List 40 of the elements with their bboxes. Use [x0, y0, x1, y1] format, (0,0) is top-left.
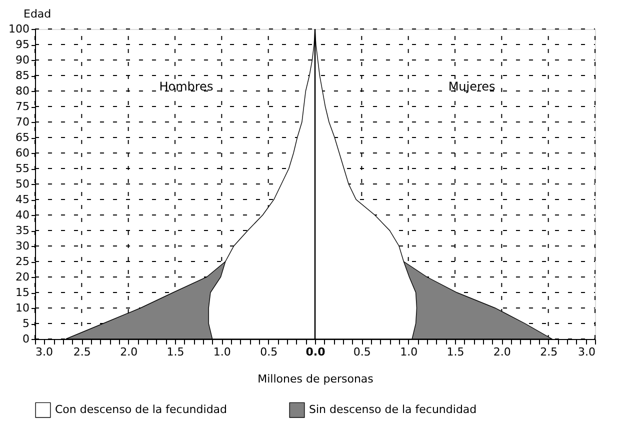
- x-tick-label: 2.0: [493, 346, 511, 358]
- y-tick-label: 80: [16, 84, 30, 98]
- y-tick-label: 90: [16, 54, 30, 66]
- y-tick-label: 50: [16, 178, 30, 190]
- annotation: Hombres: [159, 79, 214, 94]
- legend-label: Con descenso de la fecundidad: [55, 403, 228, 416]
- y-tick-label: 55: [16, 162, 30, 175]
- x-tick-label: 2.5: [73, 346, 91, 358]
- x-axis-title: Millones de personas: [258, 372, 374, 386]
- x-tick-label: 2.0: [120, 346, 138, 358]
- y-tick-label: 65: [16, 131, 30, 144]
- y-tick-label: 20: [16, 270, 30, 284]
- y-tick-label: 100: [8, 22, 30, 36]
- x-tick-label: 3.0: [578, 346, 596, 358]
- x-tick-label: 0.5: [353, 346, 371, 358]
- y-tick-label: 95: [16, 38, 30, 51]
- y-tick-label: 5: [22, 317, 30, 330]
- y-tick-label: 40: [16, 208, 30, 222]
- y-tick-label: 60: [16, 146, 30, 160]
- y-tick-label: 10: [16, 302, 30, 314]
- x-tick-label: 2.5: [540, 346, 558, 358]
- x-tick-label: 1.5: [166, 346, 184, 358]
- legend-label: Sin descenso de la fecundidad: [309, 403, 477, 416]
- x-tick-label: 1.0: [400, 346, 418, 358]
- x-tick-label: 1.0: [213, 346, 231, 358]
- x-tick-label: 0.5: [260, 346, 278, 358]
- y-tick-label: 85: [16, 69, 30, 82]
- y-axis-title: Edad: [24, 8, 52, 20]
- y-tick-label: 45: [16, 193, 30, 206]
- y-tick-label: 25: [16, 255, 30, 268]
- y-tick-label: 75: [16, 100, 30, 113]
- x-tick-label: 3.0: [36, 346, 53, 358]
- y-tick-label: 0: [22, 332, 30, 346]
- x-tick-label: 1.5: [446, 346, 464, 358]
- annotation: Mujeres: [448, 79, 496, 94]
- y-tick-label: 15: [16, 286, 30, 299]
- y-tick-label: 30: [16, 240, 30, 252]
- y-tick-label: 35: [16, 224, 30, 237]
- y-tick-label: 70: [16, 116, 30, 128]
- x-tick-label: 0.0: [306, 346, 326, 358]
